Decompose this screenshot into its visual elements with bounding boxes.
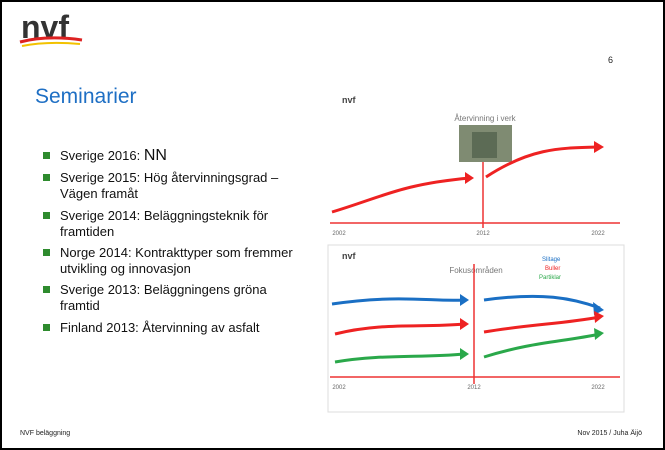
arrow [594,328,604,340]
legend-item: Slitage [542,257,561,263]
curve [334,322,465,336]
bullet-emphasis: NN [143,147,167,164]
bullet: Norge 2014: Kontrakttyper som fremmer ut… [43,245,300,277]
curve [483,332,601,359]
curve [483,315,601,334]
bullet: Finland 2013: Återvinning av asfalt [43,320,300,336]
legend-item: Buller [545,266,560,272]
legend-item: Partiklar [539,275,561,281]
arrow [465,172,474,184]
arrow [594,141,604,153]
year: 2002 [332,231,346,237]
photo [472,132,497,158]
year: 2002 [332,385,346,391]
figure-title: Återvinning i verk [454,114,516,123]
arrow [593,302,604,315]
year: 2012 [467,385,481,391]
arrow [460,348,469,360]
curve [334,352,465,364]
footer-left: NVF beläggning [20,430,70,437]
page-number: 6 [608,55,613,65]
footer-right: Nov 2015 / Juha Äijö [577,429,642,437]
figure-frame [328,91,622,238]
mini-logo: nvf [342,95,357,105]
arrow [594,311,604,323]
bullet: Sverige 2013: Beläggningens gröna framti… [43,282,300,314]
arrow [460,318,469,330]
figure-title: Fokusområden [449,266,502,275]
curve [483,294,601,310]
curve [331,297,465,306]
bullet: Sverige 2016: NN [43,147,300,164]
bullet: Sverige 2015: Hög återvinningsgrad – Väg… [43,170,300,202]
bullet: Sverige 2014: Beläggningsteknik för fram… [43,208,300,240]
bullet-text: Sverige 2016: [60,148,141,163]
year: 2012 [476,231,490,237]
logo-swoosh [21,41,81,47]
curve [331,176,471,214]
year: 2022 [591,231,605,237]
year: 2022 [591,385,605,391]
logo-swoosh [19,36,83,44]
slide-title: Seminarier [35,85,137,108]
mini-logo: nvf [342,251,357,261]
curve [485,145,601,179]
arrow [460,294,469,306]
